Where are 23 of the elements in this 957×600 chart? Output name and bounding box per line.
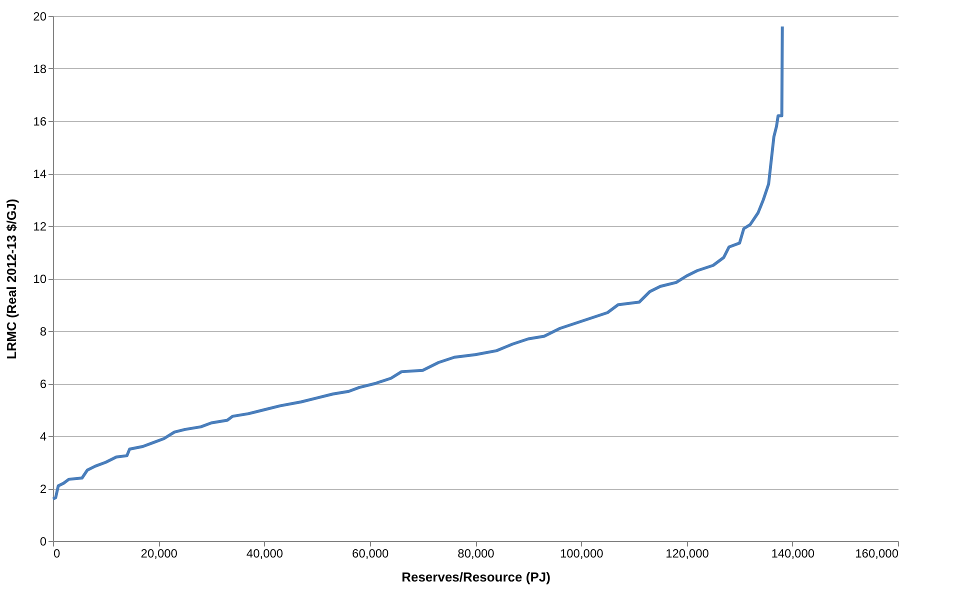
y-tick-label: 14 <box>33 167 47 181</box>
x-tick-label: 80,000 <box>458 546 495 560</box>
x-tick-label: 160,000 <box>855 546 899 560</box>
x-tick-label: 100,000 <box>560 546 604 560</box>
y-tick-label: 16 <box>33 114 47 128</box>
x-axis-title: Reserves/Resource (PJ) <box>402 570 550 584</box>
y-tick-label: 18 <box>33 62 47 76</box>
y-tick-label: 0 <box>40 534 47 548</box>
y-axis-title: LRMC (Real 2012-13 $/GJ) <box>4 198 20 360</box>
y-tick-label: 10 <box>33 272 47 286</box>
x-tick-label: 0 <box>54 546 60 560</box>
y-tick-label: 20 <box>33 10 47 24</box>
y-tick-label: 8 <box>40 324 47 338</box>
x-tick-label: 20,000 <box>140 546 178 560</box>
x-tick-label: 120,000 <box>666 546 710 560</box>
x-tick-label: 60,000 <box>352 546 390 560</box>
line-series <box>52 25 784 500</box>
y-tick-label: 2 <box>40 482 47 496</box>
x-tick-label: 40,000 <box>246 546 284 560</box>
y-tick-label: 12 <box>33 220 47 234</box>
y-tick-label: 4 <box>40 430 47 444</box>
x-tick-label: 140,000 <box>771 546 815 560</box>
y-tick-label: 6 <box>40 377 47 391</box>
